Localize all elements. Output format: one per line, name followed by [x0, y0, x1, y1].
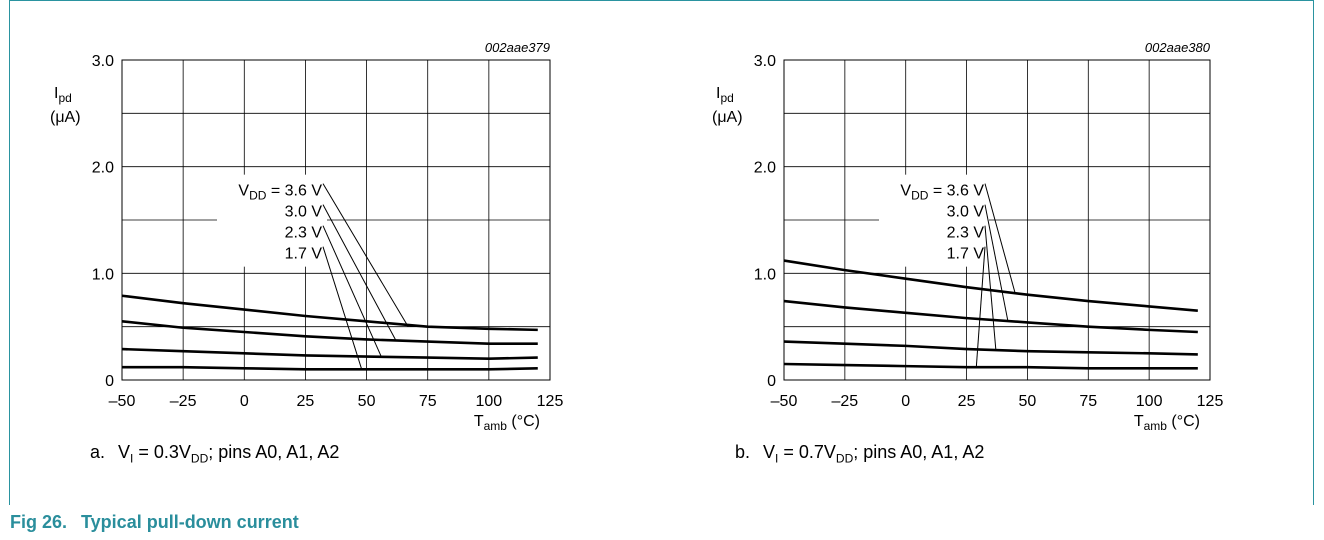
x-axis-label: Tamb (°C): [474, 413, 540, 433]
chart-id-label: 002aae380: [1145, 40, 1211, 55]
legend-leader-line: [322, 183, 409, 327]
legend-label: 2.3 V: [947, 225, 985, 242]
subcaption-vi-rest: = 0.7V: [778, 442, 836, 462]
subcaption-tail: ; pins A0, A1, A2: [208, 442, 340, 462]
legend-leader-line: [975, 246, 986, 368]
x-tick-label: 0: [901, 393, 910, 410]
legend-leader-line: [984, 225, 997, 350]
y-axis-symbol: Ipd: [54, 85, 72, 105]
x-tick-label: –25: [832, 393, 859, 410]
legend-label: 2.3 V: [285, 225, 323, 242]
x-tick-label: 75: [419, 393, 437, 410]
x-tick-label: 25: [297, 393, 315, 410]
series-line: [783, 362, 1198, 370]
plot-frame: [783, 59, 1211, 381]
legend-background: [217, 174, 327, 267]
x-tick-label: –50: [109, 393, 136, 410]
x-tick-label: 25: [958, 393, 976, 410]
x-tick-label: 125: [537, 393, 564, 410]
x-tick-label: 125: [1197, 393, 1224, 410]
figure-title: Typical pull-down current: [81, 512, 299, 532]
subcaption-a: a. VI = 0.3VDD; pins A0, A1, A2: [90, 442, 339, 466]
y-axis-unit: (μA): [712, 109, 743, 126]
subcaption-tail: ; pins A0, A1, A2: [853, 442, 985, 462]
y-axis-symbol: Ipd: [716, 85, 734, 105]
legend-leader-line: [984, 204, 1009, 322]
series-line: [121, 347, 538, 360]
chart-id-label: 002aae379: [485, 40, 550, 55]
legend-label: 3.0 V: [947, 204, 985, 221]
legend-label: VDD = 3.6 V: [900, 183, 984, 203]
x-tick-label: 50: [1019, 393, 1037, 410]
x-axis-label: Tamb (°C): [1134, 413, 1200, 433]
plot-frame: [121, 59, 551, 381]
subcaption-vi-sub: I: [130, 451, 134, 466]
subcaption-b: b. VI = 0.7VDD; pins A0, A1, A2: [735, 442, 984, 466]
y-tick-label: 0: [105, 373, 114, 390]
x-tick-label: 100: [1136, 393, 1163, 410]
legend-background: [879, 174, 989, 267]
x-tick-label: 0: [240, 393, 249, 410]
legend-label: VDD = 3.6 V: [238, 183, 322, 203]
y-tick-label: 3.0: [92, 53, 114, 70]
series-line: [122, 365, 538, 371]
x-tick-label: 100: [476, 393, 503, 410]
y-tick-label: 3.0: [754, 53, 776, 70]
figure-caption: Fig 26. Typical pull-down current: [10, 512, 299, 533]
legend-leader-line: [322, 246, 363, 370]
series-line: [121, 294, 538, 332]
series-line: [121, 320, 538, 346]
legend-leader-line: [322, 225, 382, 357]
figure-number: Fig 26.: [10, 512, 68, 532]
subcaption-letter: b.: [735, 442, 751, 462]
series-line: [783, 340, 1198, 356]
chart-a: –50 –25 0 25 50 75 100 125 0 1.0 2.0 3.0 Ipd (μA) Tamb…: [50, 40, 564, 433]
subcaption-vi-rest: = 0.3V: [133, 442, 191, 462]
subcaption-vi: V: [118, 442, 131, 462]
x-tick-label: –50: [771, 393, 798, 410]
subcaption-vdd-sub: DD: [190, 451, 209, 466]
legend-label: 1.7 V: [285, 246, 323, 263]
series-line: [783, 259, 1198, 312]
legend-label: 3.0 V: [285, 204, 323, 221]
chart-b: –50 –25 0 25 50 75 100 125 0 1.0 2.0 3.0 Ipd (μA) Tamb…: [712, 40, 1224, 433]
subcaption-vdd-sub: DD: [835, 451, 854, 466]
y-tick-label: 1.0: [92, 266, 114, 283]
subcaption-vi-sub: I: [775, 451, 779, 466]
y-tick-label: 2.0: [754, 160, 776, 177]
y-tick-label: 2.0: [92, 160, 114, 177]
legend-leader-line: [984, 183, 1016, 294]
x-tick-label: 50: [358, 393, 376, 410]
y-tick-label: 0: [767, 373, 776, 390]
y-axis-unit: (μA): [50, 109, 81, 126]
figure-frame: [9, 0, 1314, 505]
legend-label: 1.7 V: [947, 246, 985, 263]
y-tick-label: 1.0: [754, 266, 776, 283]
subcaption-letter: a.: [90, 442, 106, 462]
legend-leader-line: [322, 204, 397, 341]
x-tick-label: –25: [170, 393, 197, 410]
series-line: [783, 299, 1198, 334]
x-tick-label: 75: [1079, 393, 1097, 410]
subcaption-vi: V: [763, 442, 776, 462]
